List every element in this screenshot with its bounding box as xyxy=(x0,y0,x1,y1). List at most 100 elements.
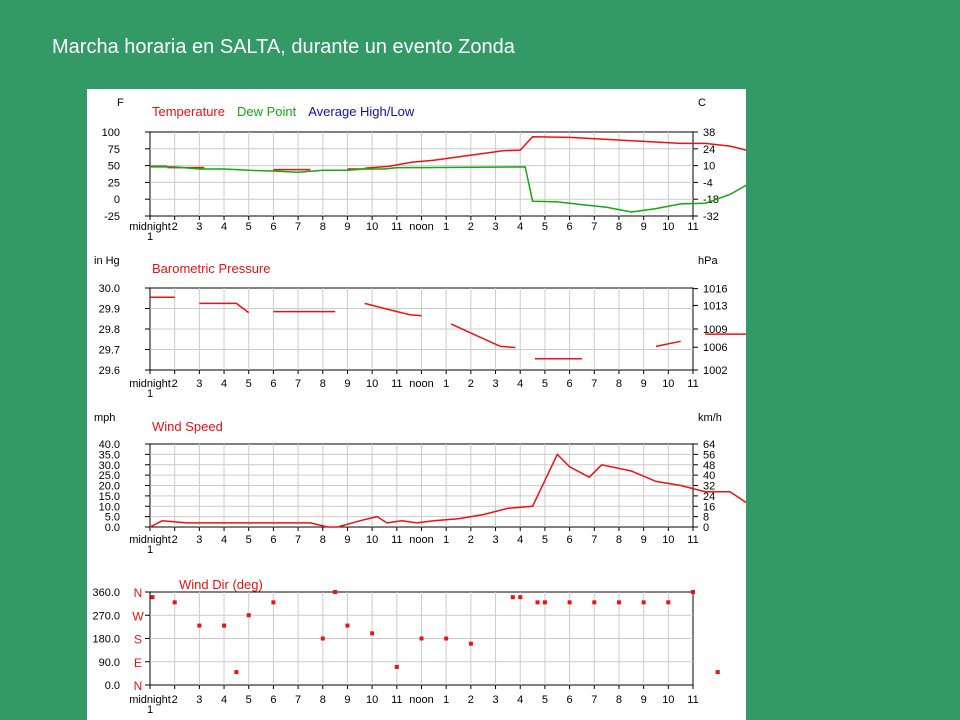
x-tick-label: 8 xyxy=(320,694,326,706)
y2-tick-label: 1016 xyxy=(703,284,727,296)
series-line xyxy=(199,302,250,314)
y-tick-label: 20.0 xyxy=(99,481,120,493)
y-tick-label: 270.0 xyxy=(92,610,120,622)
y2-tick-label: 1002 xyxy=(703,365,727,377)
x-tick-label: 6 xyxy=(270,534,276,546)
data-point xyxy=(518,595,523,600)
x-tick-label: 9 xyxy=(344,694,350,706)
x-tick-label: 2 xyxy=(172,378,178,390)
y-tick-label: 50 xyxy=(108,161,120,173)
x-tick-label: 6 xyxy=(567,694,573,706)
x-tick-label: 3 xyxy=(196,694,202,706)
y-tick-label: 29.9 xyxy=(99,304,120,316)
x-tick-label: 11 xyxy=(687,221,698,233)
x-tick-label: noon xyxy=(409,534,433,546)
y-tick-label: 25.0 xyxy=(99,470,120,482)
x-tick-label: 4 xyxy=(517,221,523,233)
y-tick-label: 40.0 xyxy=(99,439,120,451)
x-tick-label: 7 xyxy=(295,694,301,706)
y-tick-label: -25 xyxy=(104,211,120,223)
data-point xyxy=(222,623,227,628)
legend-label: Dew Point xyxy=(237,104,297,119)
x-tick-label: 4 xyxy=(221,221,227,233)
data-point xyxy=(234,670,239,675)
data-point xyxy=(616,600,621,605)
data-point xyxy=(345,623,350,628)
x-tick-label: 10 xyxy=(366,694,378,706)
y2-tick-label: 8 xyxy=(703,512,709,524)
y-tick-label: 35.0 xyxy=(99,449,120,461)
x-tick-label: 6 xyxy=(567,221,573,233)
x-tick-label: 1 xyxy=(443,694,449,706)
x-tick-label: 5 xyxy=(246,534,252,546)
y2-unit-label: C xyxy=(698,97,706,109)
y2-tick-label: 24 xyxy=(703,491,715,503)
series-line xyxy=(450,323,516,349)
x-tick-label: 7 xyxy=(591,221,597,233)
x-tick-label: midnight xyxy=(129,378,171,390)
data-point xyxy=(542,600,547,605)
x-tick-label: 9 xyxy=(641,694,647,706)
y-unit-label: F xyxy=(117,97,124,109)
x-tick-label: 11 xyxy=(687,378,698,390)
y2-tick-label: 1009 xyxy=(703,324,727,336)
y-tick-label: 180.0 xyxy=(92,634,120,646)
x-tick-sublabel: 1 xyxy=(147,231,153,243)
x-tick-label: 8 xyxy=(320,378,326,390)
y2-tick-label: 64 xyxy=(703,439,715,451)
legend-label: Temperature xyxy=(152,104,225,119)
x-tick-sublabel: 1 xyxy=(147,544,153,556)
legend-label: Wind Dir (deg) xyxy=(179,577,263,592)
data-point xyxy=(172,600,177,605)
x-tick-label: 3 xyxy=(492,694,498,706)
x-tick-label: 5 xyxy=(542,534,548,546)
x-tick-label: 11 xyxy=(391,694,402,706)
data-point xyxy=(715,670,720,675)
x-tick-label: 9 xyxy=(344,378,350,390)
data-point xyxy=(535,600,540,605)
x-tick-label: midnight xyxy=(129,694,171,706)
x-tick-label: 10 xyxy=(366,221,378,233)
y2-tick-label: -4 xyxy=(703,177,713,189)
x-tick-label: 6 xyxy=(270,221,276,233)
data-point xyxy=(666,600,671,605)
data-point xyxy=(419,636,424,641)
y2-tick-label: -18 xyxy=(703,194,719,206)
x-tick-label: 11 xyxy=(391,221,402,233)
x-tick-label: 2 xyxy=(468,378,474,390)
x-tick-label: 8 xyxy=(616,378,622,390)
x-tick-label: 9 xyxy=(641,378,647,390)
y-tick-label: 29.6 xyxy=(99,365,120,377)
compass-label: N xyxy=(134,679,143,693)
data-point xyxy=(394,664,399,669)
compass-label: S xyxy=(134,633,142,647)
y2-tick-label: 1006 xyxy=(703,342,727,354)
x-tick-label: 1 xyxy=(443,378,449,390)
x-tick-label: 5 xyxy=(246,378,252,390)
slide-title: Marcha horaria en SALTA, durante un even… xyxy=(52,36,515,58)
x-tick-label: 6 xyxy=(567,534,573,546)
x-tick-label: 9 xyxy=(344,534,350,546)
x-tick-label: 4 xyxy=(517,378,523,390)
compass-label: N xyxy=(134,586,143,600)
x-tick-label: 1 xyxy=(443,221,449,233)
x-tick-label: midnight xyxy=(129,221,171,233)
x-tick-label: 5 xyxy=(542,221,548,233)
y2-tick-label: 16 xyxy=(703,501,715,513)
x-tick-label: 2 xyxy=(468,694,474,706)
data-point xyxy=(468,641,473,646)
y-tick-label: 75 xyxy=(108,144,120,156)
series-line xyxy=(364,302,422,317)
y-tick-label: 100 xyxy=(102,127,120,139)
x-tick-label: 5 xyxy=(246,694,252,706)
series-line xyxy=(149,453,746,528)
series-line xyxy=(364,135,746,170)
y-tick-label: 25 xyxy=(108,177,120,189)
x-tick-label: 8 xyxy=(320,534,326,546)
x-tick-label: 10 xyxy=(662,378,674,390)
x-tick-label: 3 xyxy=(492,378,498,390)
y-unit-label: mph xyxy=(94,412,115,424)
y2-tick-label: 10 xyxy=(703,161,715,173)
x-tick-label: 8 xyxy=(320,221,326,233)
